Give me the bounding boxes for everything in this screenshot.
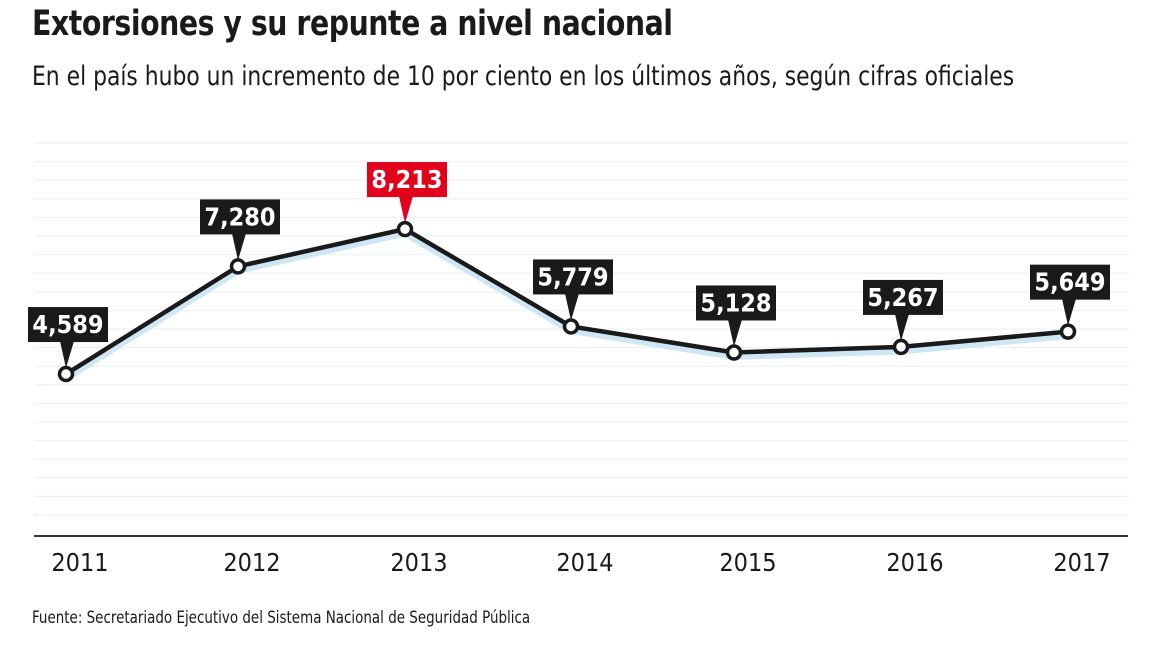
chart-subtitle: En el país hubo un incremento de 10 por … <box>32 61 1015 92</box>
chart-title: Extorsiones y su repunte a nivel naciona… <box>32 4 673 44</box>
x-tick-label: 2011 <box>51 548 108 577</box>
label-pointer <box>895 313 909 341</box>
data-label-box <box>200 199 280 235</box>
label-pointer <box>1062 298 1076 326</box>
data-point <box>229 258 247 275</box>
data-label-box <box>533 259 613 295</box>
x-tick-label: 2015 <box>719 548 776 577</box>
label-pointer <box>399 196 413 224</box>
label-pointer <box>565 293 579 321</box>
x-tick-label: 2016 <box>886 548 943 577</box>
data-label-box <box>863 279 943 315</box>
data-label: 7,280 <box>204 202 275 231</box>
data-label: 5,649 <box>1034 268 1105 297</box>
label-pointer <box>728 319 742 347</box>
data-label-box <box>28 307 108 343</box>
data-label-box <box>367 162 447 198</box>
data-label: 5,779 <box>537 262 608 291</box>
data-label: 4,589 <box>32 310 103 339</box>
label-pointer <box>60 341 74 369</box>
data-point <box>892 338 910 356</box>
data-label: 8,213 <box>371 165 442 194</box>
x-tick-label: 2017 <box>1053 548 1110 577</box>
label-pointer <box>232 233 246 261</box>
x-tick-label: 2012 <box>223 548 280 577</box>
data-label: 5,267 <box>867 283 938 312</box>
data-label-box <box>696 285 776 321</box>
x-tick-label: 2014 <box>556 548 613 577</box>
data-point <box>1059 323 1077 340</box>
data-point <box>562 318 580 335</box>
data-label: 5,128 <box>700 288 771 317</box>
data-point <box>725 344 743 361</box>
data-label-box <box>1030 264 1110 300</box>
data-point <box>396 220 414 238</box>
data-point <box>57 365 75 383</box>
source-note: Fuente: Secretariado Ejecutivo del Siste… <box>32 608 531 628</box>
x-tick-label: 2013 <box>390 548 447 577</box>
